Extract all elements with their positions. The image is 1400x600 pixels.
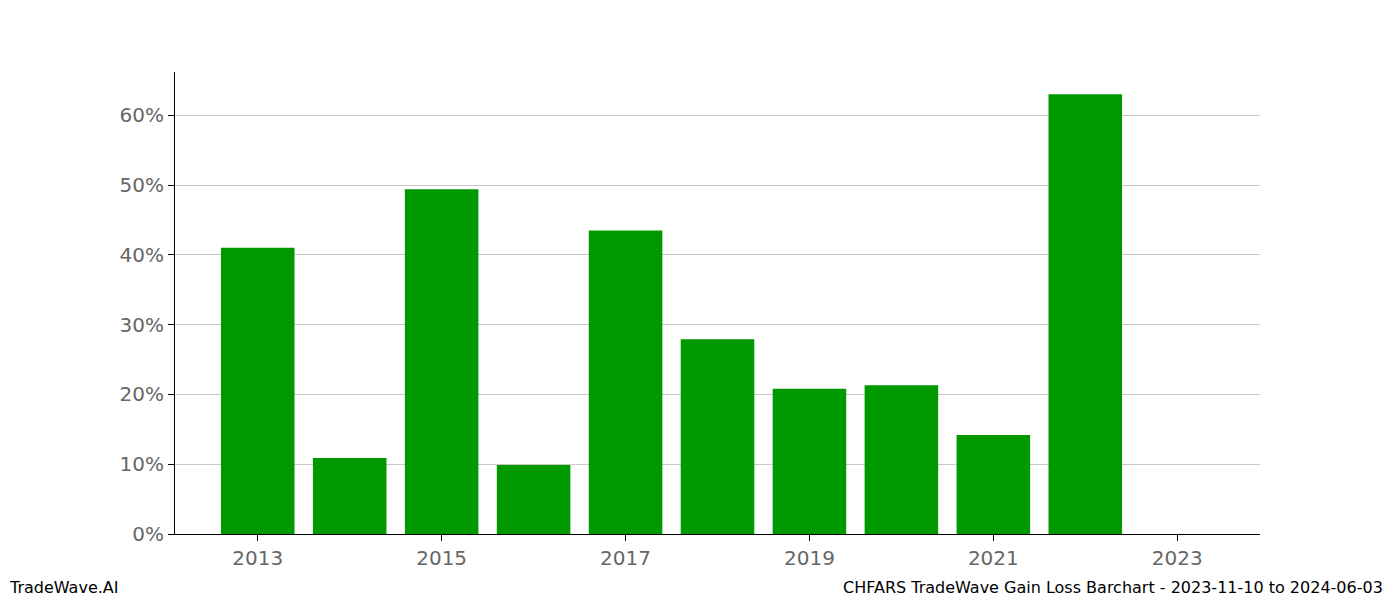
svg-text:CHFARS TradeWave Gain Loss Bar: CHFARS TradeWave Gain Loss Barchart - 20… xyxy=(843,578,1383,597)
svg-text:2017: 2017 xyxy=(600,546,651,570)
svg-text:2015: 2015 xyxy=(416,546,467,570)
svg-text:50%: 50% xyxy=(120,173,164,197)
svg-text:2021: 2021 xyxy=(968,546,1019,570)
svg-text:40%: 40% xyxy=(120,243,164,267)
svg-text:60%: 60% xyxy=(120,103,164,127)
svg-text:30%: 30% xyxy=(120,313,164,337)
svg-text:2019: 2019 xyxy=(784,546,835,570)
svg-text:2013: 2013 xyxy=(232,546,283,570)
svg-text:20%: 20% xyxy=(120,382,164,406)
svg-text:2023: 2023 xyxy=(1152,546,1203,570)
svg-text:10%: 10% xyxy=(120,452,164,476)
svg-text:TradeWave.AI: TradeWave.AI xyxy=(9,578,118,597)
svg-text:0%: 0% xyxy=(132,522,164,546)
